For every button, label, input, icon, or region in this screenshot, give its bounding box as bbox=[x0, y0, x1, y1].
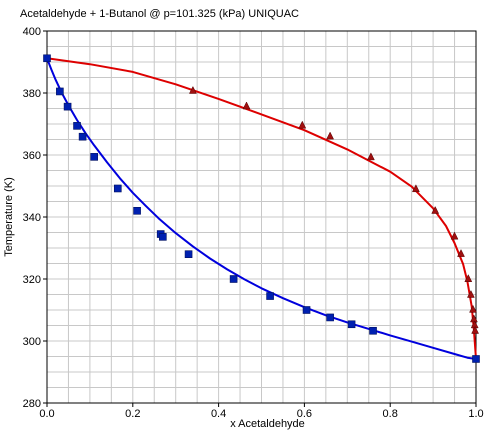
grid bbox=[47, 31, 476, 403]
bubble-point-marker bbox=[229, 275, 238, 283]
x-tick-label: 0.6 bbox=[297, 408, 312, 420]
x-tick-label: 1.0 bbox=[468, 408, 483, 420]
dew-point-marker bbox=[469, 304, 477, 313]
bubble-point-marker bbox=[78, 132, 87, 141]
bubble-point-marker bbox=[159, 233, 167, 241]
bubble-point-marker bbox=[302, 306, 311, 314]
bubble-point-marker bbox=[113, 184, 122, 193]
dew-point-marker bbox=[464, 274, 473, 282]
y-tick-label: 400 bbox=[23, 26, 41, 38]
x-tick-label: 0.4 bbox=[211, 408, 226, 420]
bubble-point-marker bbox=[63, 102, 72, 111]
dew-point-marker bbox=[366, 152, 375, 161]
dew-point-marker bbox=[450, 231, 459, 240]
dew-point-marker bbox=[298, 120, 307, 129]
chart-title: Acetaldehyde + 1-Butanol @ p=101.325 (kP… bbox=[20, 8, 299, 20]
bubble-point-marker bbox=[90, 153, 98, 161]
y-tick-label: 340 bbox=[23, 212, 41, 224]
x-tick-label: 0.8 bbox=[383, 408, 398, 420]
dew-point-marker bbox=[457, 249, 465, 257]
y-axis-label: Temperature (K) bbox=[3, 177, 15, 256]
dew-point-marker bbox=[431, 205, 440, 214]
dew-point-marker bbox=[326, 131, 335, 140]
bubble-point-marker bbox=[472, 355, 480, 363]
dew-point-marker bbox=[188, 85, 197, 94]
dew-point-marker bbox=[242, 101, 251, 110]
bubble-point-marker bbox=[56, 87, 64, 96]
y-tick-label: 360 bbox=[23, 150, 41, 162]
y-tick-label: 280 bbox=[23, 398, 41, 410]
bubble-point-marker bbox=[43, 54, 51, 63]
bubble-point-marker bbox=[184, 250, 193, 258]
bubble-point-marker bbox=[266, 292, 274, 300]
x-axis-label: x Acetaldehyde bbox=[230, 418, 305, 430]
bubble-point-marker bbox=[369, 326, 377, 335]
bubble-curve-line bbox=[46, 57, 477, 360]
axis-ticks: 0.0 0.2 0.4 0.6 0.8 1.0 280 300 320 340 360 380 400 bbox=[23, 26, 484, 420]
dew-point-marker bbox=[471, 325, 480, 334]
x-tick-label: 0.0 bbox=[39, 408, 54, 420]
dew-point-marker bbox=[466, 289, 475, 298]
dew-point-marker bbox=[411, 184, 420, 193]
y-tick-label: 300 bbox=[23, 336, 41, 348]
x-tick-label: 0.2 bbox=[125, 408, 140, 420]
bubble-point-marker bbox=[347, 320, 356, 329]
markers bbox=[43, 54, 480, 363]
y-tick-label: 380 bbox=[23, 88, 41, 100]
bubble-point-marker bbox=[133, 207, 141, 215]
bubble-point-marker bbox=[326, 313, 334, 322]
y-tick-label: 320 bbox=[23, 274, 41, 286]
bubble-point-marker bbox=[73, 122, 81, 130]
